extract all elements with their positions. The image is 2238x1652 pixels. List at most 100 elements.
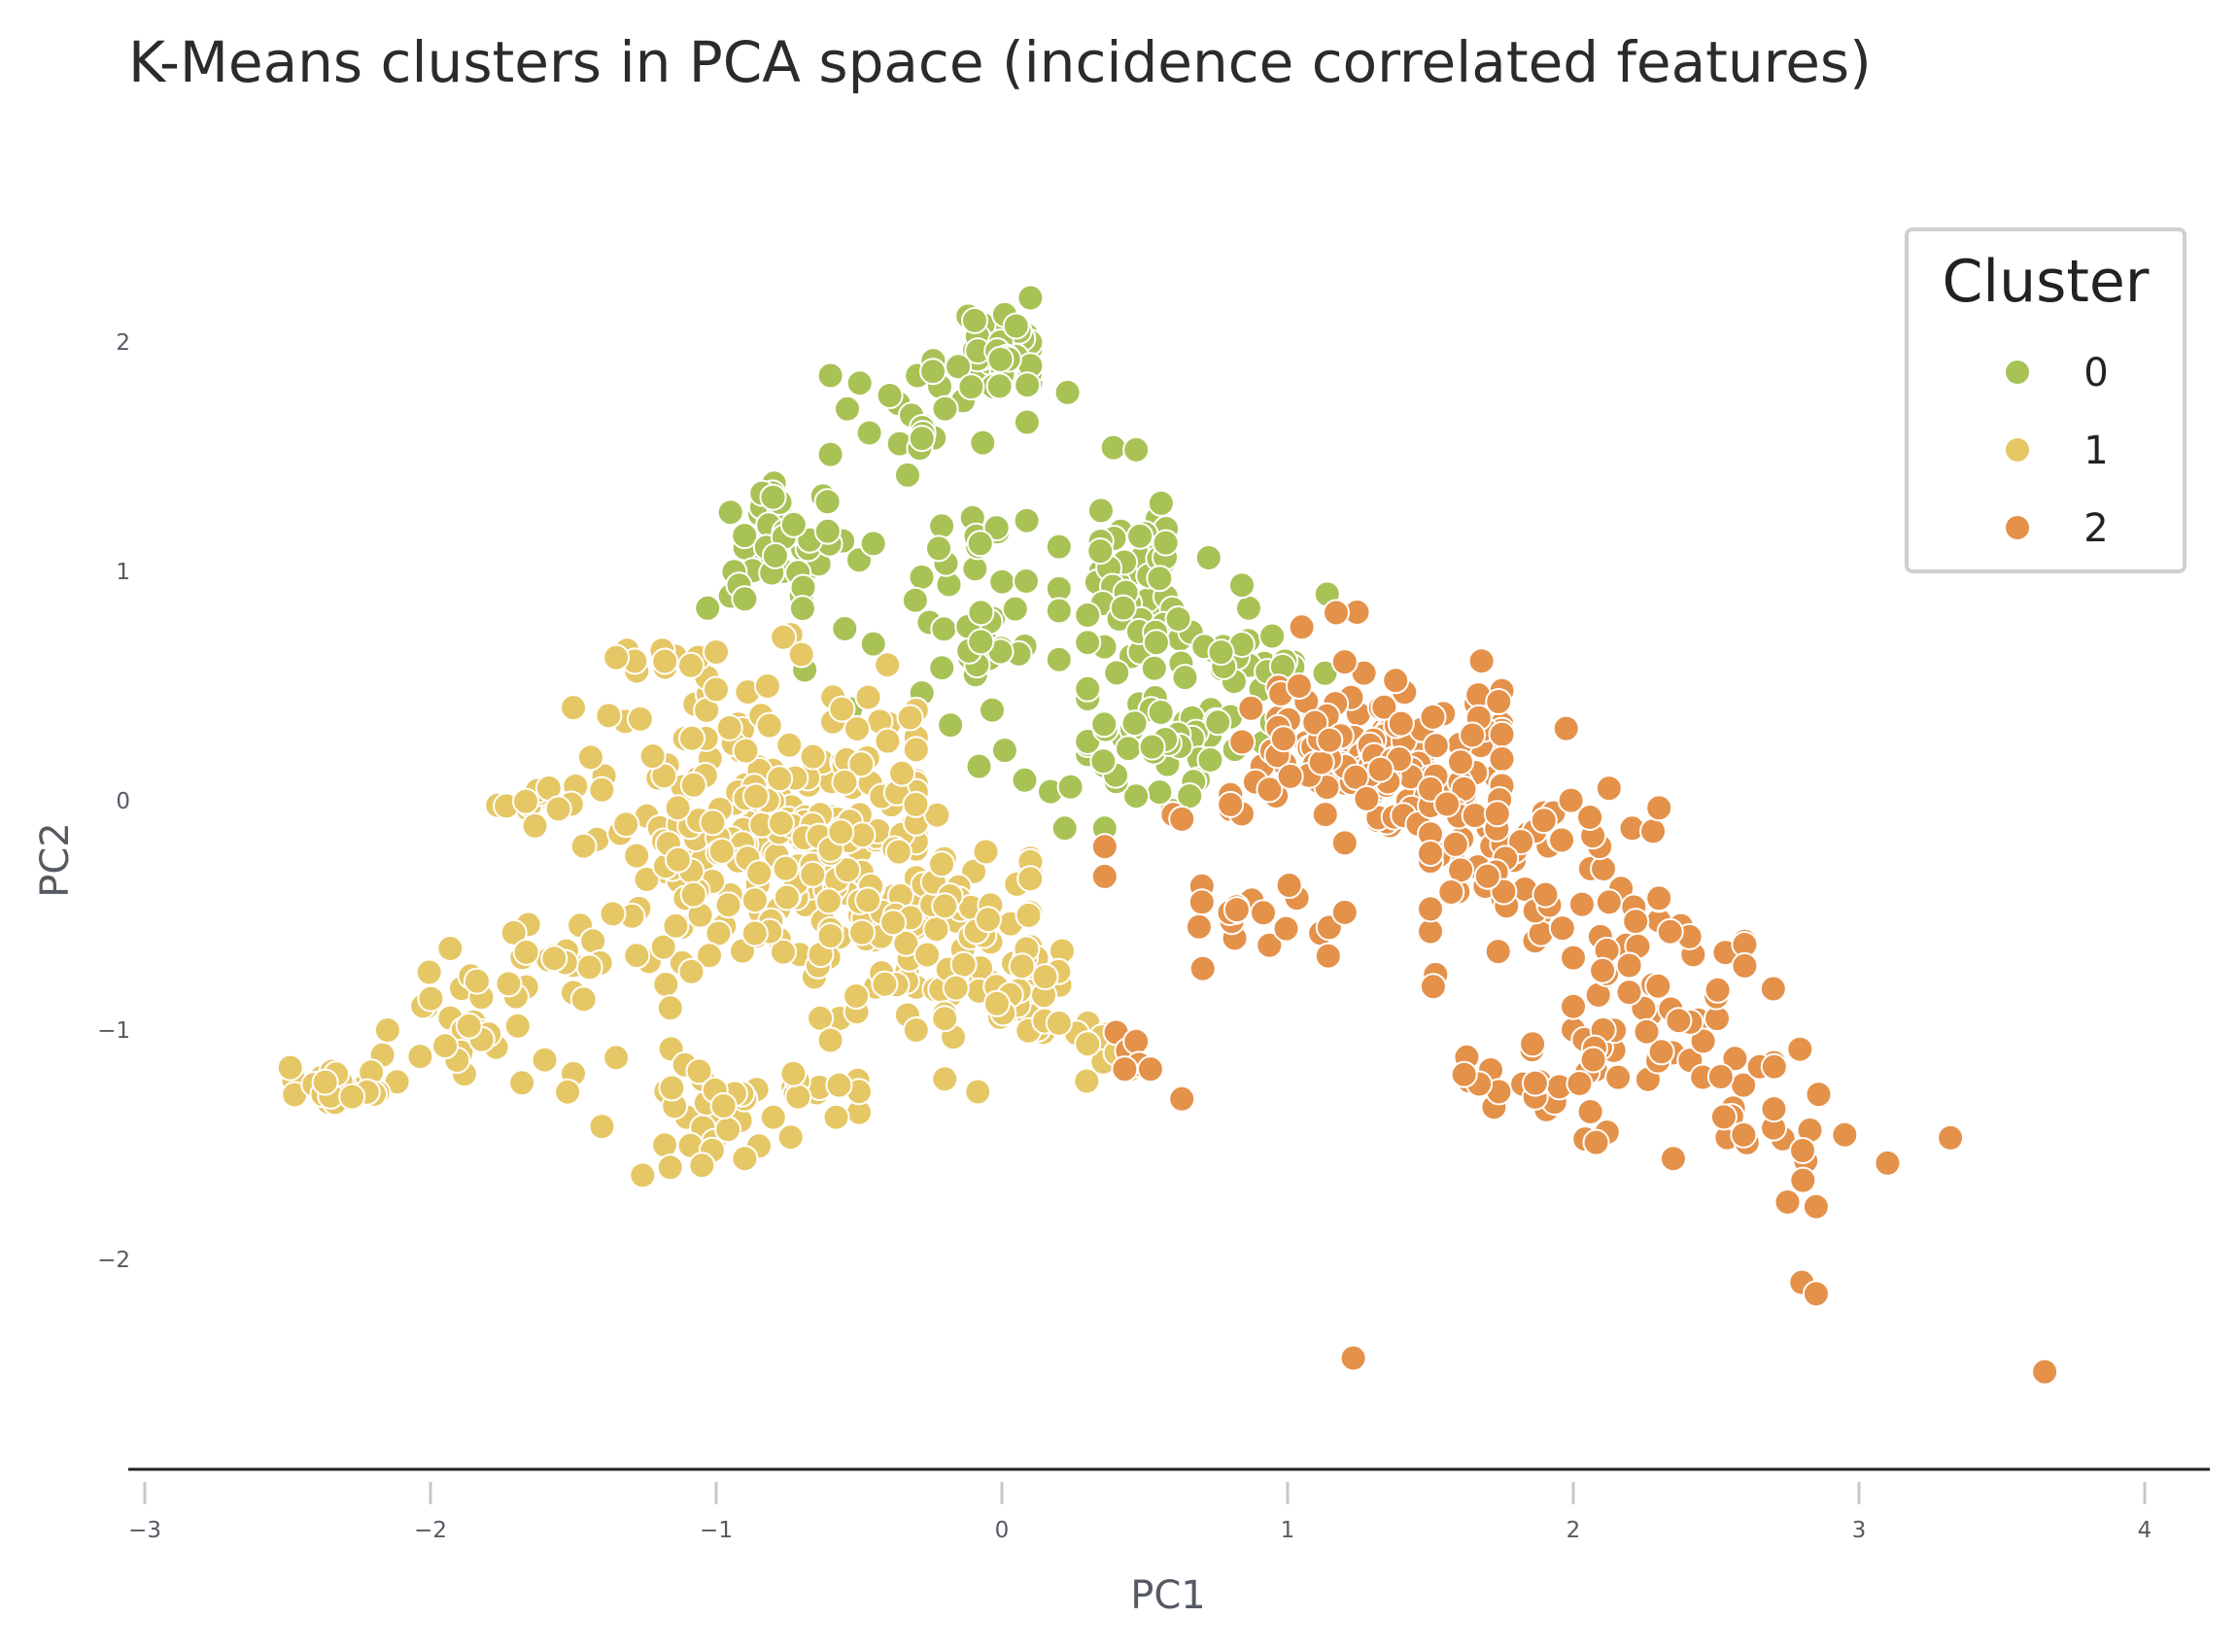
data-point	[1467, 647, 1496, 675]
data-point	[1450, 1060, 1478, 1088]
data-point	[902, 1016, 930, 1044]
data-point	[1207, 638, 1235, 667]
data-point	[569, 985, 598, 1014]
data-point	[1188, 954, 1217, 982]
data-point	[759, 483, 787, 511]
data-point	[1164, 605, 1192, 633]
data-point	[930, 615, 958, 643]
data-point	[338, 1083, 366, 1111]
data-point	[1595, 774, 1623, 803]
data-point	[1339, 1344, 1367, 1372]
data-point	[1013, 506, 1041, 534]
data-point	[1001, 595, 1029, 623]
data-point	[714, 891, 742, 919]
data-point	[1002, 312, 1030, 340]
data-point	[928, 512, 956, 540]
data-point	[1074, 1030, 1102, 1058]
data-point	[656, 1153, 684, 1182]
data-point	[495, 970, 523, 998]
data-point	[633, 865, 661, 893]
data-point	[1437, 878, 1465, 906]
data-point	[1417, 895, 1444, 923]
data-point	[1576, 804, 1604, 831]
data-point	[699, 809, 727, 837]
data-point	[979, 696, 1006, 724]
data-point	[967, 628, 995, 656]
data-point	[540, 945, 568, 973]
data-point	[1704, 976, 1732, 1004]
data-point	[694, 594, 722, 622]
data-point	[1323, 599, 1350, 627]
data-point	[1488, 720, 1516, 748]
data-point	[1459, 721, 1487, 749]
data-point	[1615, 951, 1643, 980]
data-point	[843, 982, 871, 1010]
data-point	[874, 651, 902, 679]
chart-title: K-Means clusters in PCA space (incidence…	[128, 29, 1872, 95]
data-point	[576, 743, 604, 772]
data-point	[595, 702, 623, 730]
data-point	[1645, 884, 1673, 912]
legend-marker	[2004, 436, 2031, 464]
x-tick-label: 2	[1567, 1518, 1581, 1543]
data-point	[788, 595, 816, 623]
data-point	[1802, 1192, 1830, 1221]
data-point	[847, 750, 876, 778]
data-point	[638, 742, 667, 771]
data-point	[1275, 872, 1303, 899]
data-point	[1589, 956, 1617, 984]
legend-marker	[2004, 359, 2031, 386]
data-point	[1805, 1081, 1833, 1109]
data-point	[415, 958, 443, 986]
data-point	[1485, 688, 1513, 715]
data-point	[854, 886, 882, 914]
data-point	[787, 640, 815, 669]
data-point	[1090, 862, 1119, 890]
data-point	[922, 915, 950, 944]
legend-label: 0	[2083, 351, 2108, 396]
data-point	[1387, 709, 1415, 738]
data-point	[972, 838, 1000, 866]
data-point	[1579, 1046, 1607, 1074]
data-point	[679, 771, 707, 799]
data-point	[1311, 801, 1339, 829]
data-point	[1419, 973, 1447, 1001]
data-point	[1188, 888, 1216, 916]
x-tick-label: 0	[995, 1518, 1010, 1543]
data-point	[799, 860, 827, 888]
data-point	[1382, 667, 1410, 695]
data-point	[276, 1053, 304, 1082]
data-point	[1615, 979, 1643, 1007]
data-point	[554, 1078, 582, 1106]
data-point	[707, 837, 736, 865]
data-point	[1665, 1007, 1693, 1035]
data-point	[1050, 814, 1079, 843]
data-point	[1073, 1067, 1101, 1095]
data-point	[1086, 497, 1115, 525]
data-point	[703, 638, 730, 666]
data-point	[1168, 805, 1196, 833]
data-point	[1126, 522, 1154, 550]
data-point	[770, 623, 798, 651]
data-point	[1122, 782, 1151, 810]
data-point	[896, 704, 924, 732]
data-point	[1045, 597, 1073, 625]
data-point	[1013, 408, 1041, 436]
data-point	[913, 941, 942, 969]
data-point	[664, 845, 692, 874]
y-tick-label: −2	[97, 1248, 130, 1273]
data-point	[499, 918, 528, 946]
data-point	[658, 1074, 686, 1102]
data-point	[623, 842, 651, 870]
data-point	[844, 715, 871, 742]
data-point	[588, 775, 616, 804]
data-point	[1011, 766, 1039, 794]
series-cluster-1	[276, 621, 1145, 1189]
data-point	[1433, 790, 1462, 818]
series-cluster-2	[1090, 599, 2059, 1386]
data-point	[1136, 1055, 1164, 1084]
data-point	[919, 358, 947, 386]
data-point	[985, 372, 1014, 400]
data-point	[1016, 284, 1045, 312]
data-point	[436, 935, 465, 962]
